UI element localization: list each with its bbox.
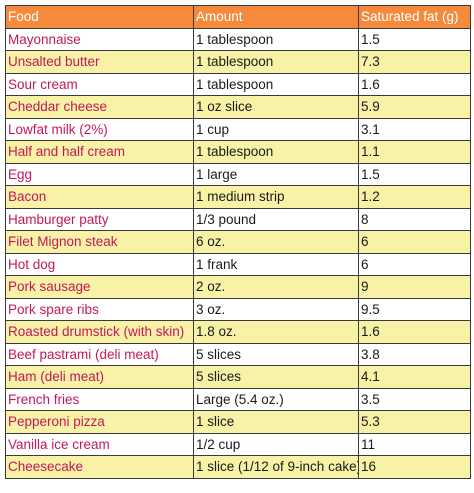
saturated-fat-cell: 8 <box>358 207 471 231</box>
amount-cell: Large (5.4 oz.) <box>193 387 359 411</box>
saturated-fat-cell: 1.2 <box>358 185 471 209</box>
amount-cell: 3 oz. <box>193 297 359 321</box>
table-row: Ham (deli meat) 5 slices 4.1 <box>5 365 471 389</box>
saturated-fat-cell: 5.9 <box>358 95 471 119</box>
saturated-fat-table-container: Food Amount Saturated fat (g) Mayonnaise… <box>5 5 471 479</box>
food-cell: Pepperoni pizza <box>5 410 194 434</box>
table-body: Mayonnaise 1 tablespoon 1.5 Unsalted butter… <box>5 27 471 479</box>
amount-cell: 1 medium strip <box>193 185 359 209</box>
food-cell: Egg <box>5 162 194 186</box>
food-cell: Pork spare ribs <box>5 297 194 321</box>
header-food: Food <box>5 5 194 29</box>
amount-cell: 1/3 pound <box>193 207 359 231</box>
header-amount: Amount <box>193 5 359 29</box>
table-row: Bacon 1 medium strip 1.2 <box>5 185 471 209</box>
table-row: Mayonnaise 1 tablespoon 1.5 <box>5 27 471 51</box>
table-row: Pepperoni pizza 1 slice 5.3 <box>5 410 471 434</box>
amount-cell: 1 cup <box>193 117 359 141</box>
saturated-fat-cell: 1.6 <box>358 72 471 96</box>
food-cell: Cheddar cheese <box>5 95 194 119</box>
table-row: Lowfat milk (2%) 1 cup 3.1 <box>5 117 471 141</box>
table-row: Egg 1 large 1.5 <box>5 162 471 186</box>
food-cell: Bacon <box>5 185 194 209</box>
amount-cell: 5 slices <box>193 342 359 366</box>
food-cell: Half and half cream <box>5 140 194 164</box>
table-row: Cheddar cheese 1 oz slice 5.9 <box>5 95 471 119</box>
food-cell: Unsalted butter <box>5 50 194 74</box>
food-cell: Filet Mignon steak <box>5 230 194 254</box>
saturated-fat-cell: 1.6 <box>358 320 471 344</box>
amount-cell: 1 tablespoon <box>193 27 359 51</box>
saturated-fat-cell: 6 <box>358 252 471 276</box>
food-cell: Roasted drumstick (with skin) <box>5 320 194 344</box>
amount-cell: 1 large <box>193 162 359 186</box>
saturated-fat-cell: 1.1 <box>358 140 471 164</box>
header-saturated-fat: Saturated fat (g) <box>358 5 471 29</box>
amount-cell: 1 tablespoon <box>193 50 359 74</box>
table-row: Filet Mignon steak 6 oz. 6 <box>5 230 471 254</box>
saturated-fat-cell: 7.3 <box>358 50 471 74</box>
saturated-fat-cell: 5.3 <box>358 410 471 434</box>
table-row: Roasted drumstick (with skin) 1.8 oz. 1.6 <box>5 320 471 344</box>
food-cell: Lowfat milk (2%) <box>5 117 194 141</box>
table-row: Unsalted butter 1 tablespoon 7.3 <box>5 50 471 74</box>
saturated-fat-cell: 6 <box>358 230 471 254</box>
saturated-fat-cell: 3.1 <box>358 117 471 141</box>
table-row: Sour cream 1 tablespoon 1.6 <box>5 72 471 96</box>
saturated-fat-cell: 11 <box>358 432 471 456</box>
amount-cell: 1 tablespoon <box>193 72 359 96</box>
food-cell: Ham (deli meat) <box>5 365 194 389</box>
saturated-fat-cell: 3.5 <box>358 387 471 411</box>
saturated-fat-cell: 3.8 <box>358 342 471 366</box>
food-cell: Beef pastrami (deli meat) <box>5 342 194 366</box>
table-row: French fries Large (5.4 oz.) 3.5 <box>5 387 471 411</box>
food-cell: Hamburger patty <box>5 207 194 231</box>
table-row: Cheesecake 1 slice (1/12 of 9-inch cake) 1… <box>5 455 471 479</box>
amount-cell: 1/2 cup <box>193 432 359 456</box>
table-row: Pork spare ribs 3 oz. 9.5 <box>5 297 471 321</box>
table-row: Vanilla ice cream 1/2 cup 11 <box>5 432 471 456</box>
food-cell: Pork sausage <box>5 275 194 299</box>
saturated-fat-cell: 4.1 <box>358 365 471 389</box>
saturated-fat-cell: 9.5 <box>358 297 471 321</box>
table-row: Half and half cream 1 tablespoon 1.1 <box>5 140 471 164</box>
saturated-fat-cell: 1.5 <box>358 162 471 186</box>
amount-cell: 1.8 oz. <box>193 320 359 344</box>
food-cell: Vanilla ice cream <box>5 432 194 456</box>
food-cell: French fries <box>5 387 194 411</box>
saturated-fat-cell: 9 <box>358 275 471 299</box>
header-row: Food Amount Saturated fat (g) <box>5 5 471 29</box>
saturated-fat-cell: 1.5 <box>358 27 471 51</box>
amount-cell: 1 tablespoon <box>193 140 359 164</box>
amount-cell: 1 frank <box>193 252 359 276</box>
amount-cell: 1 slice (1/12 of 9-inch cake) <box>193 455 359 479</box>
amount-cell: 6 oz. <box>193 230 359 254</box>
amount-cell: 5 slices <box>193 365 359 389</box>
table-row: Hot dog 1 frank 6 <box>5 252 471 276</box>
food-cell: Sour cream <box>5 72 194 96</box>
saturated-fat-table: Food Amount Saturated fat (g) Mayonnaise… <box>5 5 471 479</box>
amount-cell: 1 slice <box>193 410 359 434</box>
saturated-fat-cell: 16 <box>358 455 471 479</box>
table-row: Hamburger patty 1/3 pound 8 <box>5 207 471 231</box>
amount-cell: 2 oz. <box>193 275 359 299</box>
amount-cell: 1 oz slice <box>193 95 359 119</box>
table-row: Pork sausage 2 oz. 9 <box>5 275 471 299</box>
food-cell: Cheesecake <box>5 455 194 479</box>
food-cell: Mayonnaise <box>5 27 194 51</box>
table-row: Beef pastrami (deli meat) 5 slices 3.8 <box>5 342 471 366</box>
food-cell: Hot dog <box>5 252 194 276</box>
